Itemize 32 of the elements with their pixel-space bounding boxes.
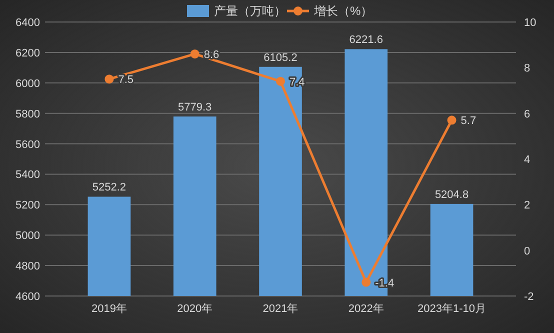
data-label: 5.7 — [460, 115, 476, 128]
y2-tick-label: 10 — [524, 17, 536, 29]
y-tick-label: 5200 — [16, 200, 40, 212]
x-tick-label: 2019年 — [91, 303, 127, 315]
data-label: 5204.8 — [434, 188, 469, 201]
x-tick-label: 2022年 — [348, 303, 384, 315]
y2-tick-label: 0 — [524, 245, 530, 258]
y-tick-label: 5800 — [16, 108, 40, 120]
data-label: 5252.2 — [92, 182, 126, 194]
y-tick-label: 4600 — [16, 291, 40, 303]
data-label: 5779.3 — [178, 101, 212, 114]
data-label: 6221.6 — [349, 34, 383, 46]
y2-tick-label: -2 — [524, 291, 534, 303]
data-label: 8.6 — [204, 48, 220, 61]
x-tick-label: 2021年 — [262, 303, 298, 315]
y-tick-label: 6000 — [16, 78, 40, 90]
x-tick-label: 2023年1-10月 — [418, 303, 486, 315]
y2-tick-label: 8 — [524, 62, 530, 75]
data-label: 7.5 — [118, 74, 134, 86]
y-tick-label: 4800 — [16, 260, 40, 273]
data-label: 6105.2 — [264, 52, 298, 64]
y2-tick-label: 4 — [524, 154, 530, 166]
legend-label: 增长（%） — [313, 4, 373, 18]
y2-tick-label: 2 — [524, 200, 530, 212]
y-tick-label: 6400 — [16, 17, 40, 29]
y2-tick-label: 6 — [524, 108, 530, 120]
y-tick-label: 6200 — [16, 47, 40, 60]
y-tick-label: 5600 — [16, 138, 40, 151]
x-tick-label: 2020年 — [177, 303, 213, 315]
y-tick-label: 5400 — [16, 169, 40, 182]
y-tick-label: 5000 — [16, 230, 40, 242]
legend-label: 产量（万吨） — [214, 4, 286, 18]
